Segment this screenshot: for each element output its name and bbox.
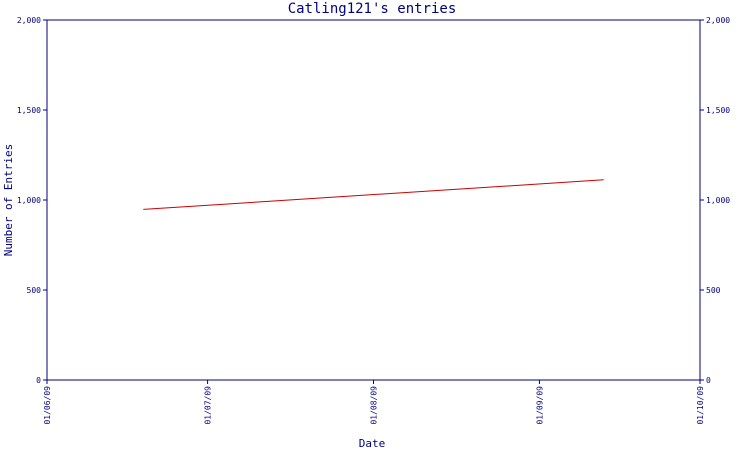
y-tick-label-left: 500 (27, 286, 42, 295)
x-tick-label: 01/10/09 (696, 386, 705, 425)
y-tick-label-left: 2,000 (17, 16, 41, 25)
y-axis-label: Number of Entries (2, 144, 15, 257)
chart-title: Catling121's entries (288, 1, 457, 17)
series-line (143, 179, 604, 210)
y-tick-label-left: 1,000 (17, 196, 41, 205)
x-axis: 01/06/09 01/07/09 01/08/09 01/09/09 01/10/09 (43, 380, 705, 425)
y-tick-label-right: 500 (706, 286, 721, 295)
x-tick-label: 01/08/09 (370, 386, 379, 425)
y-axis-left: 0 500 1,000 1,500 2,000 (17, 16, 47, 385)
y-axis-right: 0 500 1,000 1,500 2,000 (700, 16, 730, 385)
series-layer (143, 179, 604, 210)
y-tick-label-left: 0 (36, 376, 41, 385)
y-tick-label-right: 2,000 (706, 16, 730, 25)
x-axis-label: Date (359, 437, 386, 450)
y-tick-label-left: 1,500 (17, 106, 41, 115)
x-tick-label: 01/06/09 (43, 386, 52, 425)
x-tick-label: 01/09/09 (535, 386, 544, 425)
y-tick-label-right: 1,000 (706, 196, 730, 205)
y-tick-label-right: 1,500 (706, 106, 730, 115)
y-tick-label-right: 0 (706, 376, 711, 385)
x-tick-label: 01/07/09 (204, 386, 213, 425)
plot-frame (46, 19, 701, 381)
